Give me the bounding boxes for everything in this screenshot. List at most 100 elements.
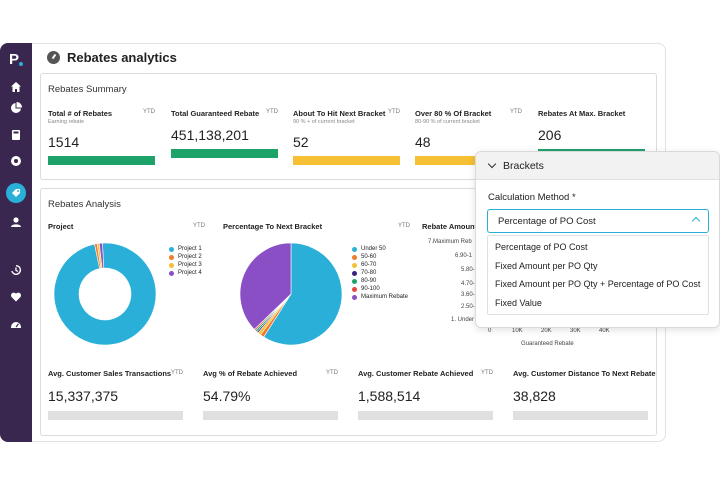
kpi-label: Rebates At Max. Bracket [538, 109, 626, 118]
analytics-icon[interactable] [8, 153, 24, 169]
page-header: Rebates analytics [47, 50, 177, 65]
kpi-label: Avg. Customer Sales Transactions [48, 369, 172, 378]
kpi-ytd: YTD [171, 370, 183, 376]
kpi-value: 451,138,201 [171, 127, 249, 143]
legend-item[interactable]: Project 2 [169, 253, 202, 261]
bracket-chart-ytd: YTD [398, 223, 410, 229]
kpi-bar [203, 411, 338, 420]
app-logo[interactable]: P [9, 52, 23, 68]
legend-item[interactable]: Maximum Rebate [352, 293, 408, 301]
option-fixed-value[interactable]: Fixed Value [495, 297, 542, 308]
bracket-pie-chart[interactable] [239, 242, 343, 346]
rebates-analysis-title: Rebates Analysis [48, 199, 121, 210]
legend-item[interactable]: Project 1 [169, 245, 202, 253]
brackets-header[interactable]: Brackets [476, 152, 719, 180]
calculation-method-label: Calculation Method * [488, 192, 576, 203]
pie-slice-project-4[interactable] [98, 242, 105, 269]
chevron-down-icon[interactable] [487, 159, 497, 169]
legend-item[interactable]: Project 3 [169, 261, 202, 269]
kpi-value: 206 [538, 127, 562, 143]
kpi-over-80[interactable]: Over 80 % Of Bracket 80-90 % of current … [415, 109, 522, 165]
brackets-title: Brackets [503, 159, 544, 172]
x-tick: 0 [488, 328, 492, 334]
x-tick: 30K [570, 328, 581, 334]
kpi-value: 48 [415, 134, 431, 150]
legend-item[interactable]: Project 4 [169, 269, 202, 277]
user-icon[interactable] [8, 214, 24, 230]
kpi-label: Avg. Customer Distance To Next Rebate [513, 369, 656, 378]
kpi-total-guaranteed[interactable]: Total Guaranteed Rebate YTD 451,138,201 [171, 109, 278, 158]
home-icon[interactable] [8, 79, 24, 95]
project-pie-chart[interactable] [53, 242, 157, 346]
pie-slice-project-1[interactable] [53, 242, 157, 346]
brackets-panel: Brackets Calculation Method * Percentage… [475, 151, 720, 328]
pie-chart-icon[interactable] [8, 100, 24, 116]
kpi-value: 38,828 [513, 388, 556, 404]
history-icon[interactable] [8, 262, 24, 278]
x-tick: 10K [512, 328, 523, 334]
kpi-label: Avg. Customer Rebate Achieved [358, 369, 474, 378]
kpi-value: 1514 [48, 134, 80, 150]
kpi-sub: 90 % + of current bracket [293, 119, 355, 125]
kpi-ytd: YTD [326, 370, 338, 376]
kpi-bar [293, 156, 400, 165]
rebates-summary-title: Rebates Summary [48, 84, 127, 95]
kpi-ytd: YTD [510, 109, 522, 115]
kpi-bar [513, 411, 648, 420]
kpi-sub: 80-90 % of current bracket [415, 119, 480, 125]
kpi-bar [415, 156, 522, 165]
kpi-bar [171, 149, 278, 158]
project-legend: Project 1 Project 2 Project 3 Project 4 [169, 245, 202, 277]
kpi-label: Avg % of Rebate Achieved [203, 369, 298, 378]
y-tick: 3.60- [461, 292, 475, 298]
option-fixed-amount-plus-percentage[interactable]: Fixed Amount per PO Qty + Percentage of … [495, 279, 701, 289]
kpi-bar [48, 156, 155, 165]
kpi-label: Over 80 % Of Bracket [415, 109, 492, 118]
legend-item[interactable]: 50-60 [352, 253, 408, 261]
kpi-sub: Earning rebate [48, 119, 85, 125]
avg-sales-transactions[interactable]: Avg. Customer Sales Transactions YTD 15,… [48, 369, 183, 420]
legend-item[interactable]: Under 50 [352, 245, 408, 253]
pie-slice-under-50[interactable] [263, 242, 343, 346]
x-tick: 20K [541, 328, 552, 334]
kpi-total-rebates[interactable]: Total # of Rebates Earning rebate YTD 15… [48, 109, 155, 165]
legend-item[interactable]: 90-100 [352, 285, 408, 293]
kpi-ytd: YTD [266, 109, 278, 115]
project-chart-ytd: YTD [193, 223, 205, 229]
selected-value: Percentage of PO Cost [498, 215, 596, 227]
kpi-value: 54.79% [203, 388, 251, 404]
kpi-ytd: YTD [388, 109, 400, 115]
kpi-bar [48, 411, 183, 420]
dashboard-icon[interactable] [8, 317, 24, 333]
rebate-icon[interactable] [6, 183, 26, 203]
kpi-label: Total # of Rebates [48, 109, 113, 118]
kpi-value: 52 [293, 134, 309, 150]
chevron-up-icon[interactable] [691, 216, 701, 226]
calculation-method-options: Percentage of PO Cost Fixed Amount per P… [487, 235, 709, 315]
avg-distance-next-rebate[interactable]: Avg. Customer Distance To Next Rebate 38… [513, 369, 656, 420]
calculator-icon[interactable] [8, 127, 24, 143]
option-percentage-po-cost[interactable]: Percentage of PO Cost [495, 242, 588, 252]
legend-item[interactable]: 60-70 [352, 261, 408, 269]
y-tick: 1. Under [451, 317, 475, 323]
kpi-value: 1,588,514 [358, 388, 421, 404]
option-fixed-amount-po-qty[interactable]: Fixed Amount per PO Qty [495, 260, 598, 271]
calculation-method-select[interactable]: Percentage of PO Cost [487, 209, 709, 233]
page-title: Rebates analytics [67, 50, 177, 65]
project-chart-label: Project [48, 222, 74, 231]
avg-customer-rebate[interactable]: Avg. Customer Rebate Achieved YTD 1,588,… [358, 369, 493, 420]
kpi-ytd: YTD [481, 370, 493, 376]
sidebar: P [0, 43, 32, 442]
pie-slice-maximum-rebate[interactable] [239, 242, 292, 330]
y-tick: 6.90-1 [455, 253, 473, 259]
heart-icon[interactable] [8, 289, 24, 305]
legend-item[interactable]: 70-80 [352, 269, 408, 277]
gauge-icon [47, 51, 60, 64]
x-axis-label: Guaranteed Rebate [521, 341, 574, 347]
avg-rebate-achieved-pct[interactable]: Avg % of Rebate Achieved YTD 54.79% [203, 369, 338, 420]
bracket-chart-label: Percentage To Next Bracket [223, 222, 323, 231]
kpi-ytd: YTD [143, 109, 155, 115]
kpi-next-bracket[interactable]: About To Hit Next Bracket 90 % + of curr… [293, 109, 400, 165]
legend-item[interactable]: 80-90 [352, 277, 408, 285]
